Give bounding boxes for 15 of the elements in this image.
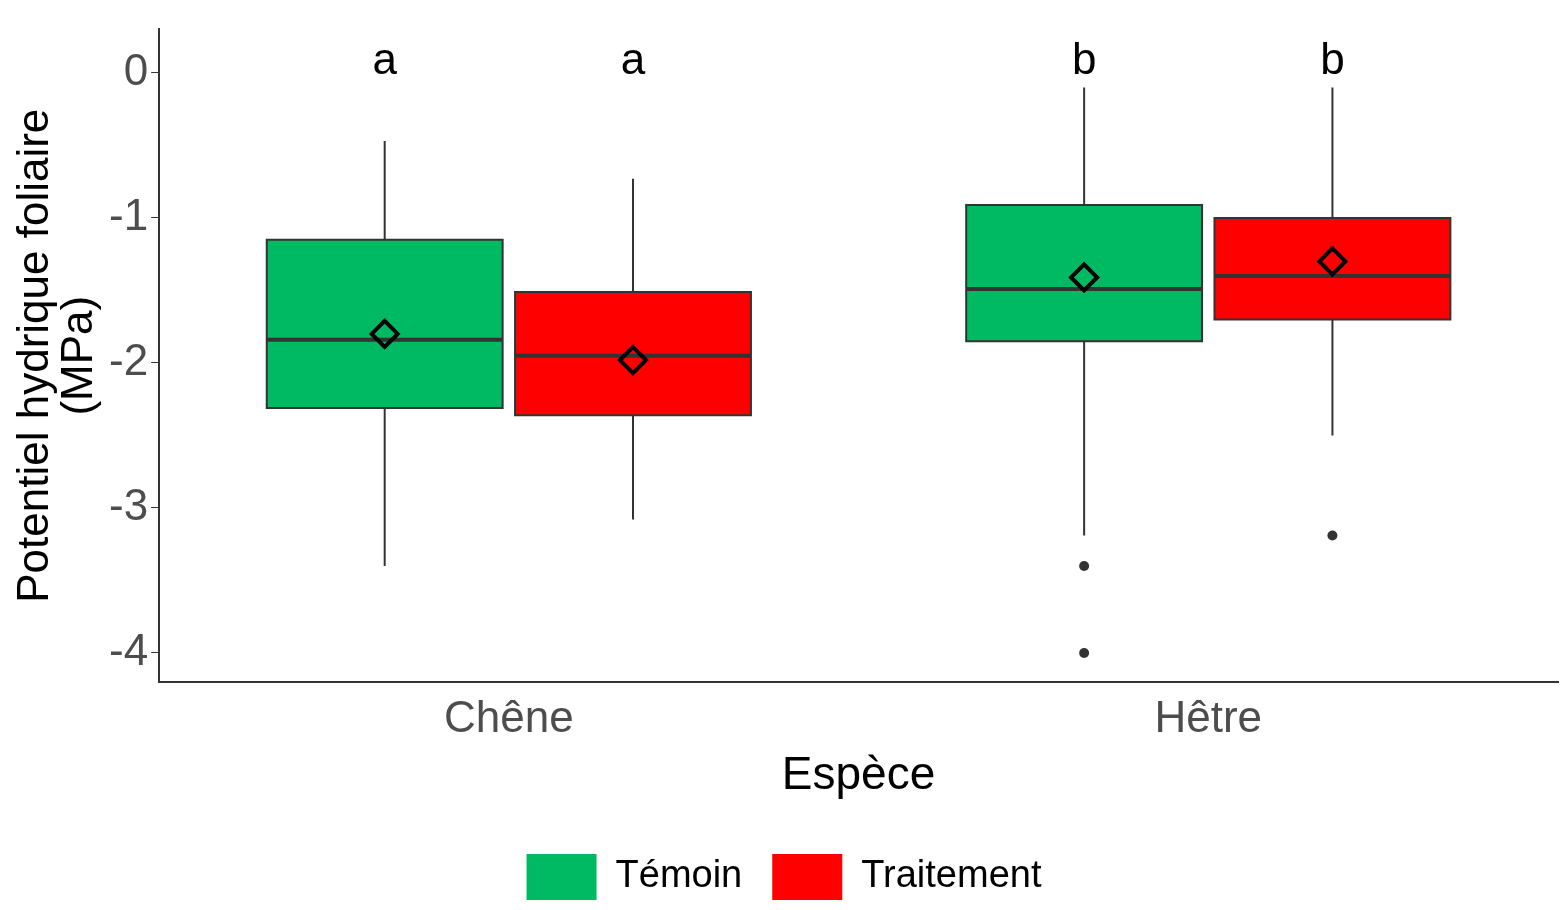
annotation: b: [1071, 33, 1097, 83]
y-tick-label: -4: [109, 625, 149, 675]
legend-label: Témoin: [615, 853, 743, 896]
legend-label: Traitement: [861, 853, 1042, 896]
y-tick-label: 0: [123, 45, 149, 95]
y-axis-title: Potentiel hydrique foliaire (MPa): [8, 108, 102, 603]
annotation: b: [1320, 33, 1345, 83]
x-tick-label: Chêne: [444, 691, 574, 741]
annotation: a: [620, 33, 646, 83]
y-tick-label: -1: [109, 190, 149, 240]
annotation: a: [372, 33, 398, 83]
y-tick-label: -3: [109, 480, 149, 530]
x-tick-label: Hêtre: [1154, 691, 1263, 741]
x-axis-title: Espèce: [781, 747, 936, 800]
y-tick-label: -2: [109, 335, 149, 385]
